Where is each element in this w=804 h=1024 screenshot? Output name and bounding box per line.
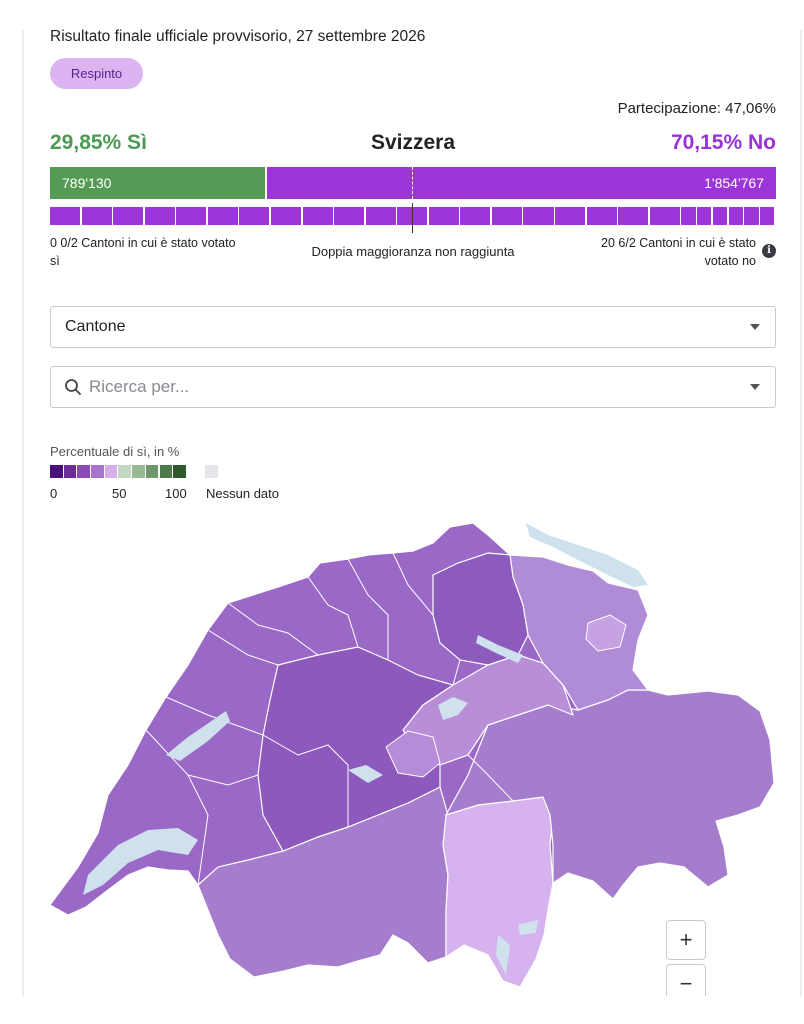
map-boundaries bbox=[145, 552, 514, 886]
canton-majority-marker bbox=[412, 203, 413, 233]
canton-cell bbox=[744, 207, 759, 225]
map-lakes bbox=[83, 523, 648, 975]
canton-cell bbox=[270, 207, 302, 225]
canton-select-label: Cantone bbox=[65, 318, 126, 335]
legend-swatch bbox=[50, 465, 63, 478]
double-majority-label: Doppia maggioranza non raggiunta bbox=[311, 244, 515, 259]
canton-cell bbox=[176, 207, 207, 225]
majority-marker bbox=[412, 167, 413, 199]
chevron-down-icon bbox=[750, 324, 760, 330]
legend-title: Percentuale di sì, in % bbox=[50, 444, 180, 459]
legend-swatch bbox=[91, 465, 104, 478]
canton-cell bbox=[365, 207, 396, 225]
chevron-down-icon bbox=[750, 384, 760, 390]
legend-label-0: 0 bbox=[50, 486, 58, 501]
legend-nodata-label: Nessun dato bbox=[206, 486, 279, 501]
lake-bodensee bbox=[526, 523, 648, 587]
yes-segment bbox=[50, 167, 267, 199]
cantons-yes-label: 0 0/2 Cantoni in cui è stato votato sì bbox=[50, 236, 236, 268]
canton-select[interactable]: Cantone bbox=[50, 306, 776, 348]
legend-swatch bbox=[132, 465, 145, 478]
legend-swatch bbox=[104, 465, 118, 478]
canton-cell bbox=[555, 207, 586, 225]
canton-cell bbox=[760, 207, 775, 225]
lake-zurich bbox=[476, 635, 523, 663]
legend-label-50: 50 bbox=[112, 486, 127, 501]
canton-cell bbox=[523, 207, 554, 225]
lake-thun bbox=[348, 765, 383, 783]
canton-cell bbox=[697, 207, 712, 225]
legend-swatch bbox=[63, 465, 77, 478]
map-canton-appenzell bbox=[585, 614, 627, 652]
left-border bbox=[22, 30, 24, 998]
canton-cell bbox=[81, 207, 112, 225]
search-placeholder: Ricerca per... bbox=[89, 377, 190, 396]
map-canton-lucerne bbox=[385, 730, 441, 778]
canton-cell bbox=[491, 207, 522, 225]
legend-nodata-swatch bbox=[205, 465, 218, 478]
canton-cell bbox=[50, 207, 81, 225]
map-canton-zurich bbox=[432, 552, 529, 666]
lake-lugano bbox=[518, 920, 538, 935]
lake-lucerne bbox=[438, 697, 468, 720]
switzerland-map[interactable] bbox=[48, 515, 778, 995]
canton-cell bbox=[649, 207, 680, 225]
lake-neuchatel bbox=[166, 711, 230, 761]
lake-maggiore bbox=[496, 935, 510, 975]
canton-cell bbox=[428, 207, 459, 225]
legend-scale bbox=[50, 465, 187, 478]
page-bottom bbox=[0, 996, 804, 1024]
canton-cell bbox=[239, 207, 270, 225]
zoom-in-button[interactable]: + bbox=[666, 920, 706, 960]
country-title: Svizzera bbox=[370, 131, 456, 154]
legend-swatch bbox=[159, 465, 172, 478]
turnout: Partecipazione: 47,06% bbox=[617, 100, 776, 117]
canton-cell bbox=[618, 207, 649, 225]
canton-cell bbox=[712, 207, 728, 225]
no-votes: 1'854'767 bbox=[704, 175, 764, 191]
canton-cell bbox=[302, 207, 333, 225]
canton-bar bbox=[50, 203, 776, 233]
canton-cell bbox=[460, 207, 491, 225]
canton-cell bbox=[113, 207, 144, 225]
canton-cell bbox=[586, 207, 617, 225]
legend-swatch bbox=[118, 465, 131, 478]
canton-cell bbox=[144, 207, 175, 225]
lake-geneva bbox=[83, 828, 198, 895]
legend-label-100: 100 bbox=[165, 486, 187, 501]
legend-swatch bbox=[145, 465, 159, 478]
result-date: Risultato finale ufficiale provvisorio, … bbox=[50, 28, 426, 45]
vote-bar: 789'130 1'854'767 bbox=[50, 167, 776, 199]
legend-swatch bbox=[77, 465, 90, 478]
status-badge: Respinto bbox=[50, 58, 143, 89]
yes-percentage: 29,85% Sì bbox=[50, 131, 147, 154]
yes-votes: 789'130 bbox=[62, 175, 112, 191]
cantons-no-label: 20 6/2 Cantoni in cui è stato votato no bbox=[601, 236, 756, 268]
canton-cell bbox=[207, 207, 238, 225]
canton-cell bbox=[681, 207, 696, 225]
info-icon[interactable]: i bbox=[762, 244, 776, 258]
legend-swatch bbox=[173, 465, 186, 478]
no-percentage: 70,15% No bbox=[670, 131, 776, 154]
canton-cell bbox=[728, 207, 743, 225]
canton-cell bbox=[334, 207, 365, 225]
search-select[interactable]: Ricerca per... bbox=[50, 366, 776, 408]
search-icon bbox=[65, 379, 81, 395]
map-canton-bern bbox=[257, 646, 455, 852]
right-border bbox=[800, 30, 802, 998]
